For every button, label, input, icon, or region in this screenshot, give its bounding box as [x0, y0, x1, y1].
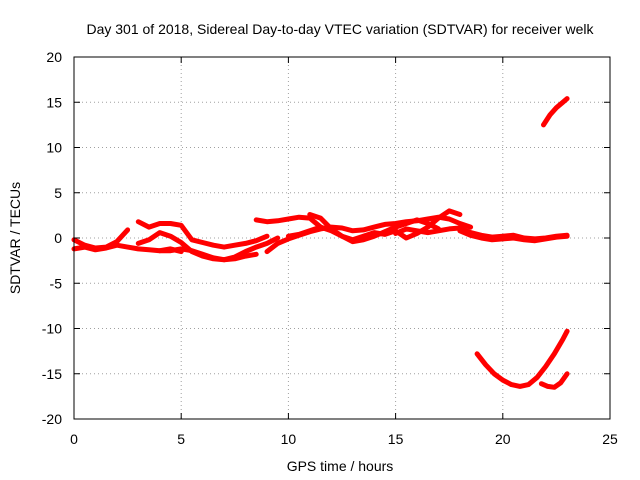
x-tick-label: 15 — [388, 431, 404, 447]
series-line-sat-l — [541, 96, 570, 128]
y-tick-label: -5 — [50, 275, 63, 291]
y-tick-label: 15 — [46, 94, 62, 110]
y-tick-label: -15 — [42, 366, 62, 382]
y-tick-label: -10 — [42, 321, 62, 337]
chart-title: Day 301 of 2018, Sidereal Day-to-day VTE… — [86, 21, 594, 37]
x-tick-label: 0 — [70, 431, 78, 447]
x-tick-label: 10 — [281, 431, 297, 447]
series-line-sat-i — [307, 212, 441, 245]
series-line-sat-b — [71, 227, 131, 251]
y-axis-label: SDTVAR / TECUs — [7, 182, 23, 294]
series-line-sat-e — [157, 235, 281, 263]
y-tick-label: 0 — [54, 230, 62, 246]
x-tick-label: 5 — [177, 431, 185, 447]
series-line-sat-n — [538, 371, 570, 390]
x-tick-label: 25 — [602, 431, 618, 447]
y-tick-label: 20 — [46, 49, 62, 65]
series-line-sat-k — [457, 228, 570, 244]
series-layer — [71, 96, 570, 390]
x-axis-label: GPS time / hours — [287, 458, 394, 474]
y-tick-label: -20 — [42, 411, 62, 427]
series-line-sat-c — [135, 219, 270, 250]
y-tick-label: 10 — [46, 140, 62, 156]
y-tick-label: 5 — [54, 185, 62, 201]
series-line-sat-m — [474, 328, 570, 389]
series-line-sat-f — [253, 214, 324, 230]
x-tick-label: 20 — [495, 431, 511, 447]
tick-layer: 0 5 10 15 20 25 -20 -15 -10 -5 0 5 10 15 20 — [42, 49, 618, 447]
